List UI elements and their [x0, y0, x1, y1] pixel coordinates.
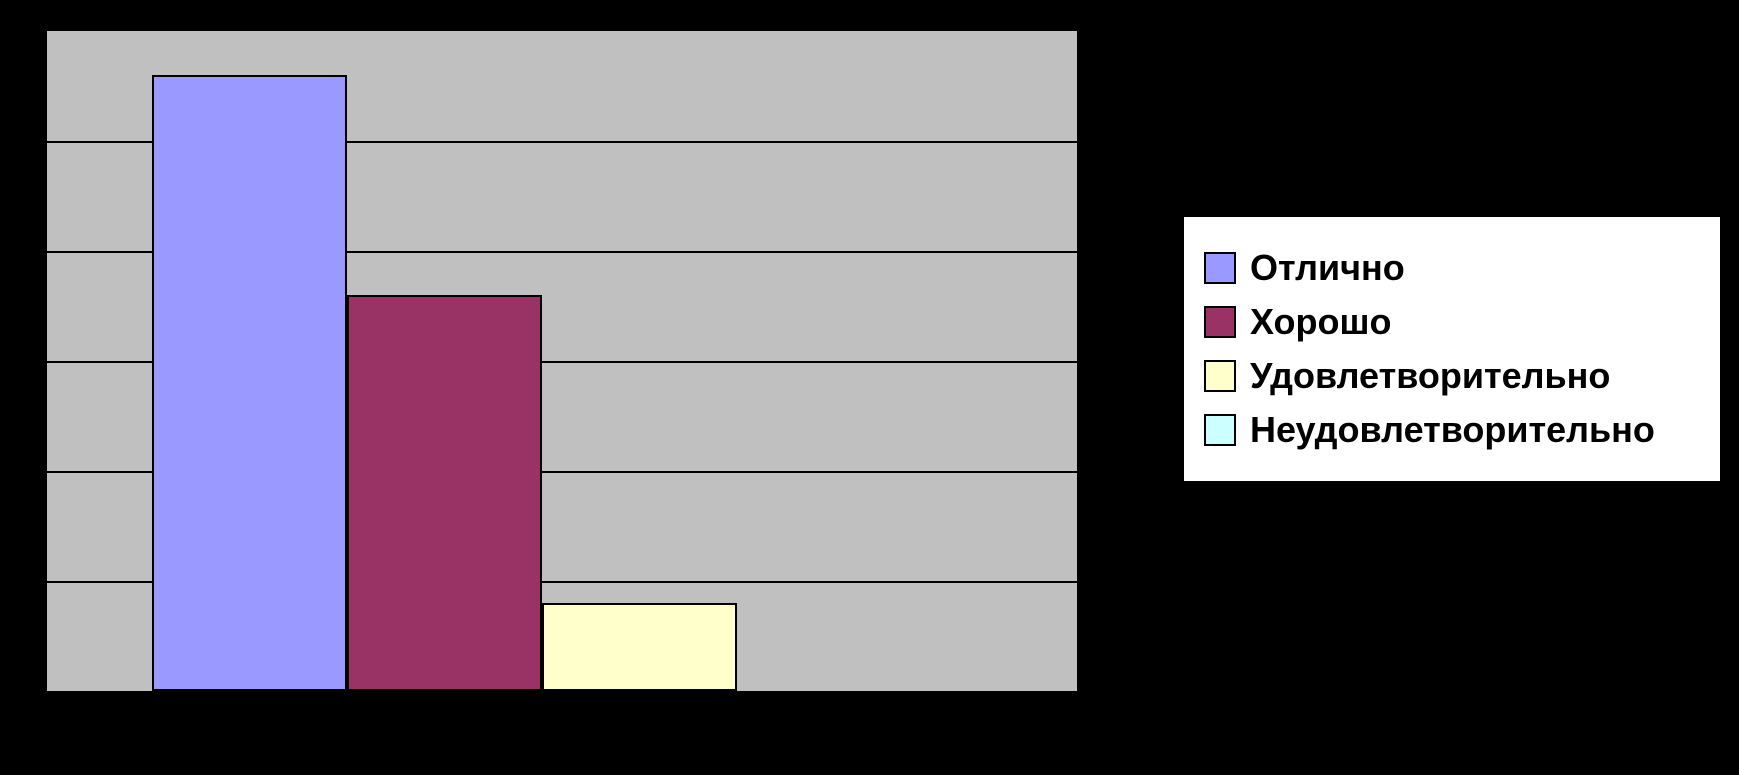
chart-stage: Отлично Хорошо Удовлетворительно Неудовл… [0, 0, 1739, 775]
legend-label-good: Хорошо [1250, 301, 1392, 343]
legend-item-good: Хорошо [1204, 301, 1700, 343]
bar-good [347, 295, 542, 691]
legend-item-excellent: Отлично [1204, 247, 1700, 289]
bar-satisfactory [542, 603, 737, 691]
legend: Отлично Хорошо Удовлетворительно Неудовл… [1182, 215, 1722, 483]
legend-label-unsatisfactory: Неудовлетворительно [1250, 409, 1655, 451]
legend-label-excellent: Отлично [1250, 247, 1405, 289]
plot-area [45, 31, 1077, 693]
legend-swatch-good [1204, 306, 1236, 338]
legend-item-unsatisfactory: Неудовлетворительно [1204, 409, 1700, 451]
legend-item-satisfactory: Удовлетворительно [1204, 355, 1700, 397]
legend-swatch-satisfactory [1204, 360, 1236, 392]
legend-label-satisfactory: Удовлетворительно [1250, 355, 1610, 397]
legend-swatch-excellent [1204, 252, 1236, 284]
bar-excellent [152, 75, 347, 691]
legend-swatch-unsatisfactory [1204, 414, 1236, 446]
